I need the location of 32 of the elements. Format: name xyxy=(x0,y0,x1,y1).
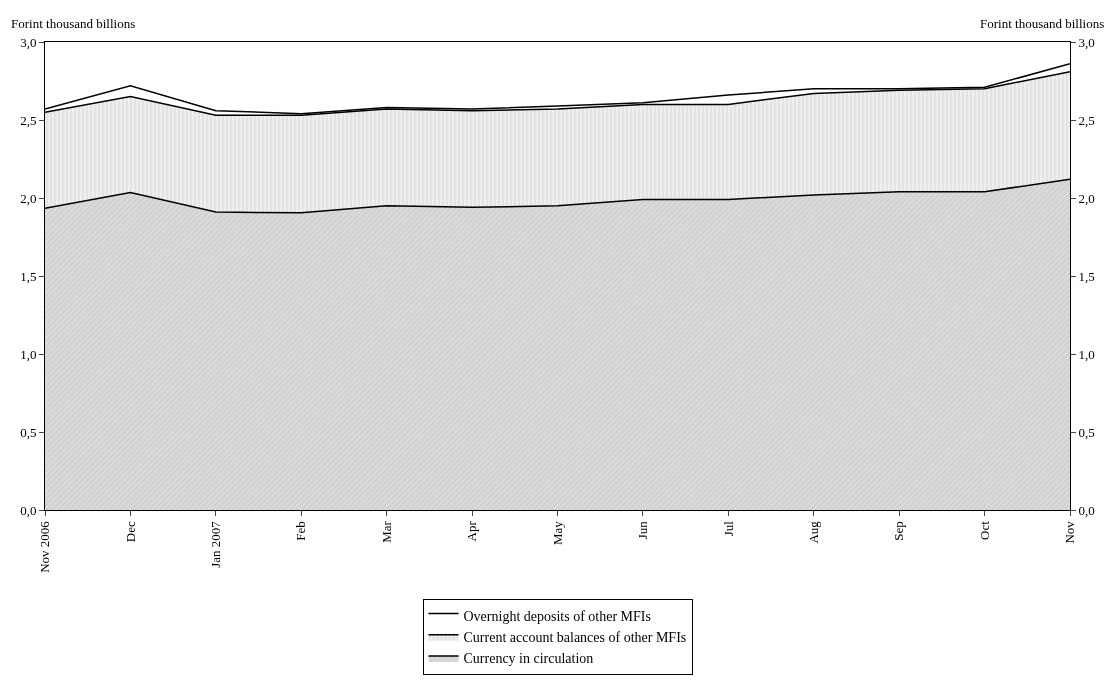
y2-tick-label: 1,5 xyxy=(1078,268,1095,284)
x-tick-label: Jun xyxy=(635,520,651,540)
y-tick-label: 1,0 xyxy=(20,346,37,362)
x-tick-label: Feb xyxy=(293,521,309,541)
y-tick-label: 0,0 xyxy=(20,502,37,518)
y2-tick-label: 2,5 xyxy=(1078,112,1095,128)
x-tick-label: Oct xyxy=(976,520,992,540)
x-tick-label: Jan 2007 xyxy=(208,520,224,568)
y-tick-label: 1,5 xyxy=(20,268,37,284)
x-tick-label: Aug xyxy=(805,520,821,544)
legend-label: Overnight deposits of other MFIs xyxy=(463,608,651,624)
x-tick-label: Dec xyxy=(122,520,138,543)
legend-label: Current account balances of other MFIs xyxy=(463,630,687,646)
y2-tick-label: 0,5 xyxy=(1078,424,1095,440)
legend-label: Currency in circulation xyxy=(463,651,594,667)
x-tick-label: Apr xyxy=(464,520,480,542)
y-tick-label: 2,5 xyxy=(20,112,37,128)
y2-tick-label: 2,0 xyxy=(1078,190,1095,206)
x-tick-label: May xyxy=(549,520,565,546)
x-tick-label: Nov 2006 xyxy=(37,520,53,573)
y-axis-title: Forint thousand billions xyxy=(11,16,136,31)
y2-tick-label: 1,0 xyxy=(1078,346,1095,362)
y2-tick-label: 3,0 xyxy=(1078,34,1095,50)
x-tick-label: Sep xyxy=(891,521,907,541)
y2-axis-title: Forint thousand billions xyxy=(980,16,1105,31)
y-tick-label: 0,5 xyxy=(20,424,37,440)
x-tick-label: Jul xyxy=(720,520,736,537)
x-tick-label: Nov xyxy=(1062,520,1078,544)
y-tick-label: 2,0 xyxy=(20,190,37,206)
y2-tick-label: 0,0 xyxy=(1078,502,1095,518)
y-tick-label: 3,0 xyxy=(20,34,37,50)
x-tick-label: Mar xyxy=(378,520,394,543)
